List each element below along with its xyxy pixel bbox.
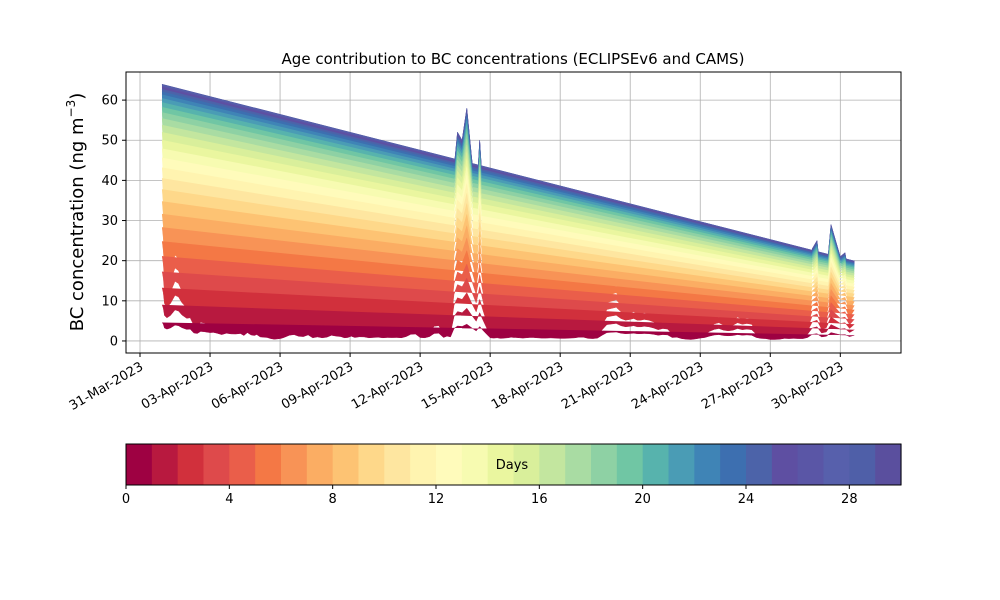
colorbar-segment [384, 444, 411, 485]
colorbar-segment [203, 444, 230, 485]
colorbar-segment [229, 444, 256, 485]
colorbar-segment [720, 444, 747, 485]
x-tick-label: 18-Apr-2023 [489, 359, 566, 412]
y-tick-label: 10 [101, 294, 118, 309]
colorbar-label: Days [496, 458, 529, 473]
colorbar-segment [565, 444, 592, 485]
x-tick-label: 30-Apr-2023 [769, 359, 846, 412]
y-axis-label-close: ) [67, 93, 88, 100]
colorbar-tick-label: 28 [841, 492, 858, 507]
colorbar-segment [177, 444, 205, 485]
colorbar-tick-label: 16 [531, 492, 548, 507]
y-axis-label-main: BC concentration (ng m [67, 117, 88, 331]
y-tick-label: 60 [101, 94, 118, 109]
colorbar-segment [797, 444, 825, 485]
x-tick-label: 27-Apr-2023 [699, 359, 776, 412]
x-tick-label: 24-Apr-2023 [629, 359, 706, 412]
y-tick-label: 50 [101, 134, 118, 149]
colorbar-segment [849, 444, 876, 485]
x-tick-label: 31-Mar-2023 [67, 359, 146, 413]
y-axis-label: BC concentration (ng m−3) [64, 93, 88, 332]
colorbar-segment [616, 444, 644, 485]
colorbar-segment [358, 444, 385, 485]
x-tick-label: 15-Apr-2023 [419, 359, 496, 412]
y-axis-label-exponent: −3 [64, 100, 78, 118]
stacked-age-areas [161, 83, 855, 340]
y-axis-ticks: 0 10 20 30 40 50 60 [101, 94, 126, 349]
x-tick-label: 12-Apr-2023 [349, 359, 426, 412]
x-tick-label: 09-Apr-2023 [279, 359, 356, 412]
colorbar-segment [591, 444, 618, 485]
colorbar-segment [436, 444, 463, 485]
colorbar-segment [823, 444, 850, 485]
colorbar-segment [642, 444, 670, 485]
y-tick-label: 40 [101, 174, 118, 189]
colorbar-tick-label: 12 [428, 492, 445, 507]
y-tick-label: 0 [110, 334, 118, 349]
colorbar-segment [255, 444, 282, 485]
colorbar-ticks: 0 4 8 12 16 20 24 28 [122, 485, 858, 507]
x-tick-label: 06-Apr-2023 [209, 359, 286, 412]
colorbar-segment [513, 444, 540, 485]
colorbar-tick-label: 4 [225, 492, 233, 507]
colorbar-segment [410, 444, 437, 485]
plot-frame [125, 71, 902, 354]
colorbar-segment [875, 444, 902, 485]
colorbar-segment [668, 444, 695, 485]
colorbar-segment [694, 444, 721, 485]
colorbar-segment [306, 444, 334, 485]
x-tick-label: 03-Apr-2023 [139, 359, 216, 412]
colorbar [126, 444, 902, 485]
colorbar-segment [487, 444, 515, 485]
colorbar-segment [281, 444, 308, 485]
y-tick-label: 20 [101, 254, 118, 269]
colorbar-segment [771, 444, 799, 485]
colorbar-segment [746, 444, 773, 485]
colorbar-segment [126, 444, 153, 485]
x-tick-label: 21-Apr-2023 [559, 359, 636, 412]
chart-title: Age contribution to BC concentrations (E… [282, 50, 745, 68]
colorbar-segment [332, 444, 360, 485]
colorbar-tick-label: 20 [634, 492, 651, 507]
colorbar-segment [461, 444, 489, 485]
age-layer-0 [161, 322, 855, 340]
y-tick-label: 30 [101, 214, 118, 229]
x-axis-ticks: 31-Mar-202303-Apr-202306-Apr-202309-Apr-… [67, 353, 846, 414]
colorbar-tick-label: 24 [738, 492, 755, 507]
colorbar-tick-label: 8 [329, 492, 337, 507]
colorbar-segment [151, 444, 179, 485]
colorbar-segment [539, 444, 566, 485]
colorbar-tick-label: 0 [122, 492, 130, 507]
colorbar-frame [125, 443, 902, 486]
